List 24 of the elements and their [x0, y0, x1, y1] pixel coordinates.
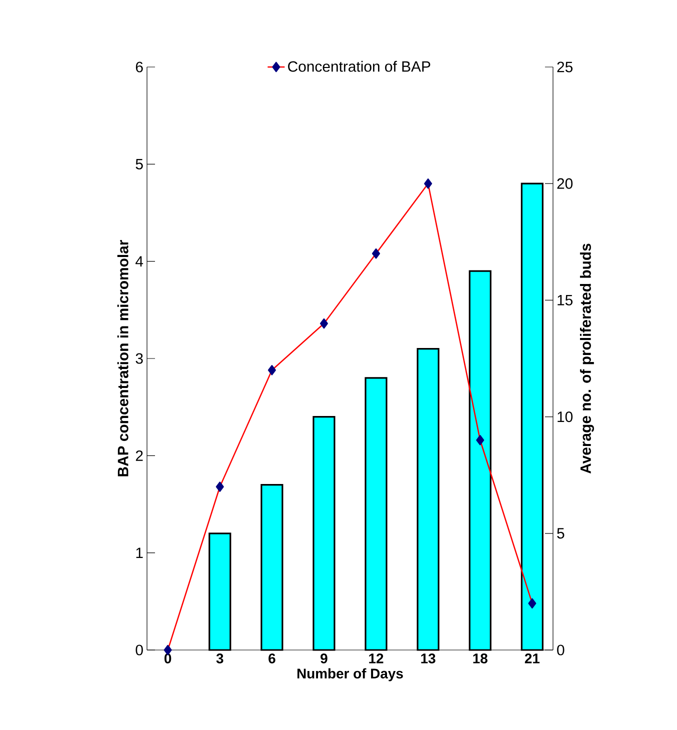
- y2-tick-label: 25: [557, 62, 573, 72]
- x-tick-label: 18: [473, 654, 488, 664]
- x-tick-label: 13: [421, 654, 436, 664]
- y2-tick-label: 0: [557, 644, 564, 656]
- x-tick-label: 21: [524, 654, 540, 664]
- y-axis-title: BAP concentration in micromolar: [117, 240, 128, 476]
- x-tick-label: 12: [369, 654, 384, 664]
- x-tick-label: 6: [268, 654, 276, 664]
- y-tick-label: 0: [136, 644, 143, 656]
- y-tick-label: 5: [136, 158, 143, 170]
- y-tick-label: 3: [136, 353, 143, 364]
- x-tick-label: 9: [320, 654, 328, 664]
- y2-tick-label: 15: [558, 294, 573, 306]
- x-axis-title: Number of Days: [297, 668, 403, 682]
- y2-axis-title: Average no. of proliferated buds: [580, 244, 594, 474]
- x-tick-label: 3: [216, 654, 224, 664]
- y-tick-label: 6: [136, 62, 143, 72]
- y-tick-label: 2: [136, 450, 143, 461]
- y2-tick-label: 20: [557, 178, 573, 189]
- legend-label: Concentration of BAP: [288, 60, 430, 72]
- y-tick-label: 1: [136, 548, 143, 558]
- y-tick-label: 4: [136, 256, 144, 266]
- y2-tick-label: 5: [557, 528, 564, 539]
- y2-tick-label: 10: [558, 412, 573, 422]
